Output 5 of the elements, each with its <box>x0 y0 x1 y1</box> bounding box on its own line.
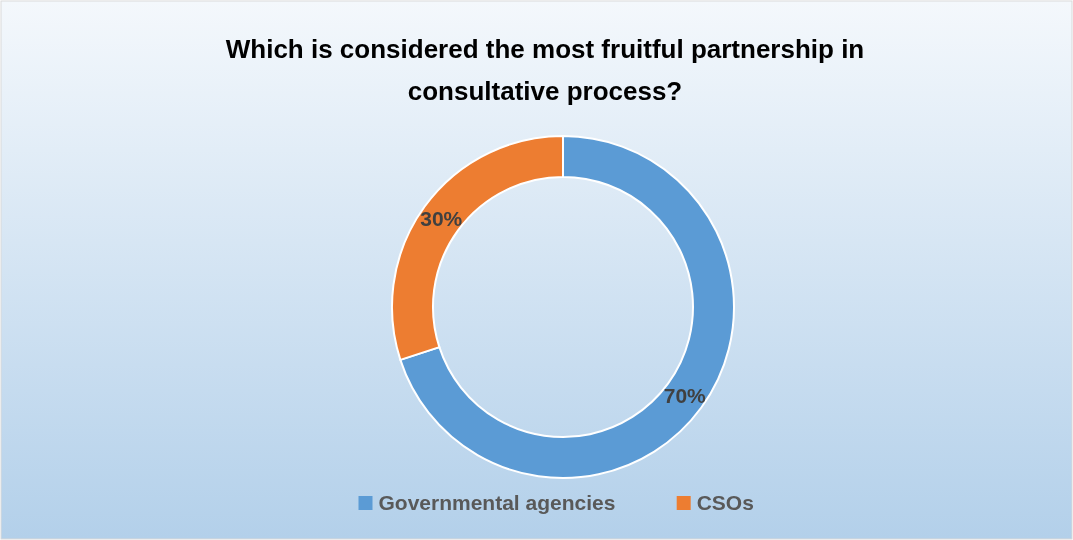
data-label: 30% <box>420 206 463 230</box>
chart-title: Which is considered the most fruitful partnership in consultative process? <box>225 34 865 106</box>
legend-label: CSOs <box>696 491 754 515</box>
slice-label: Governmental agencies <box>378 491 616 515</box>
data-label: 70% <box>663 383 707 407</box>
